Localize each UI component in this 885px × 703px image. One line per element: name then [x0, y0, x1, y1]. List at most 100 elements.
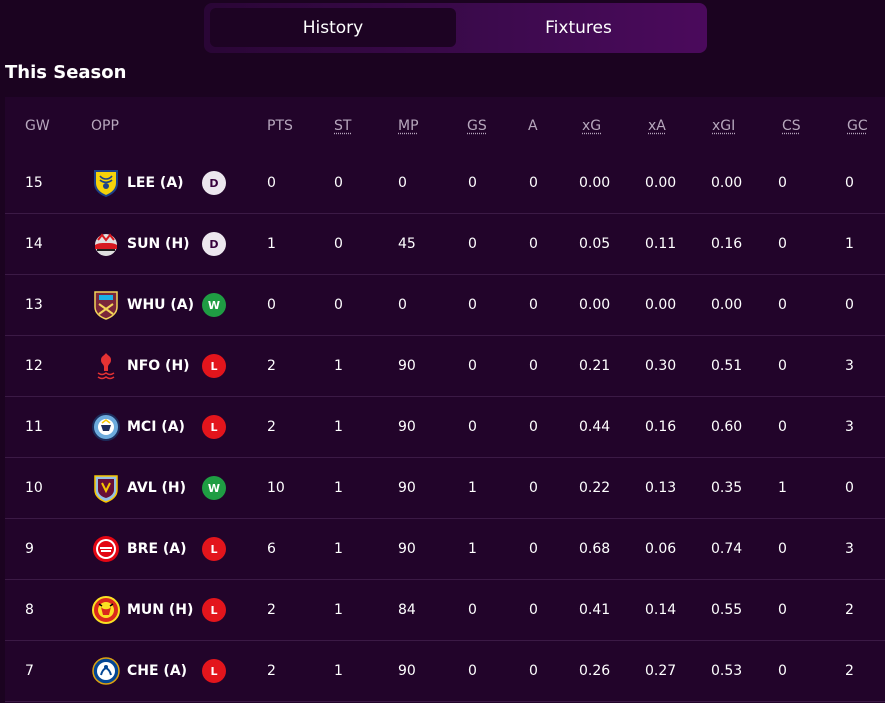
cell-gw: 7 [25, 663, 34, 679]
cell-gc: 3 [845, 358, 854, 374]
result-badge: D [202, 232, 226, 256]
cell-xgi: 0.74 [711, 541, 743, 557]
cell-gs: 0 [468, 236, 477, 252]
cell-a: 0 [529, 236, 538, 252]
cell-gc: 2 [845, 663, 854, 679]
cell-xg: 0.26 [579, 663, 611, 679]
table-row: 15 0 0 0 0 0 0.00 0.00 0.00 0 0 LEE (A) D [5, 153, 885, 214]
cell-pts: 1 [267, 236, 276, 252]
cell-a: 0 [529, 541, 538, 557]
cell-xa: 0.16 [645, 419, 677, 435]
opponent[interactable]: SUN (H) [91, 228, 190, 260]
cell-gw: 12 [25, 358, 43, 374]
result-badge: D [202, 171, 226, 195]
cell-a: 0 [529, 175, 538, 191]
cell-pts: 10 [267, 480, 285, 496]
cell-st: 1 [334, 541, 343, 557]
column-header-gw[interactable]: GW [25, 118, 50, 134]
table-row: 11 2 1 90 0 0 0.44 0.16 0.60 0 3 MCI (A) L [5, 397, 885, 458]
cell-gc: 0 [845, 175, 854, 191]
cell-gs: 0 [468, 602, 477, 618]
column-header-pts[interactable]: PTS [267, 118, 293, 134]
opponent[interactable]: BRE (A) [91, 533, 187, 565]
cell-a: 0 [529, 480, 538, 496]
opponent[interactable]: CHE (A) [91, 655, 187, 687]
cell-xgi: 0.53 [711, 663, 743, 679]
cell-st: 1 [334, 602, 343, 618]
cell-xg: 0.05 [579, 236, 611, 252]
cell-xg: 0.44 [579, 419, 611, 435]
cell-xg: 0.22 [579, 480, 611, 496]
table-row: 14 1 0 45 0 0 0.05 0.11 0.16 0 1 SUN (H) D [5, 214, 885, 275]
column-header-gs[interactable]: GS [467, 118, 487, 134]
cell-gc: 0 [845, 297, 854, 313]
cell-xg: 0.68 [579, 541, 611, 557]
cell-mp: 90 [398, 419, 416, 435]
opponent-label: BRE (A) [127, 541, 187, 557]
cell-cs: 1 [778, 480, 787, 496]
result-badge: L [202, 598, 226, 622]
column-header-xa[interactable]: xA [648, 118, 666, 134]
opponent[interactable]: MCI (A) [91, 411, 185, 443]
cell-a: 0 [529, 297, 538, 313]
cell-gs: 0 [468, 419, 477, 435]
table-row: 8 2 1 84 0 0 0.41 0.14 0.55 0 2 MUN (H) L [5, 580, 885, 641]
cell-mp: 0 [398, 297, 407, 313]
cell-gc: 1 [845, 236, 854, 252]
cell-a: 0 [529, 419, 538, 435]
cell-cs: 0 [778, 236, 787, 252]
cell-xa: 0.14 [645, 602, 677, 618]
column-header-a[interactable]: A [528, 118, 538, 134]
opponent[interactable]: MUN (H) [91, 594, 193, 626]
cell-gw: 11 [25, 419, 43, 435]
column-header-mp[interactable]: MP [398, 118, 419, 134]
opponent-label: AVL (H) [127, 480, 187, 496]
column-header-cs[interactable]: CS [782, 118, 801, 134]
cell-gs: 1 [468, 541, 477, 557]
history-table: GW OPP PTS ST MP GS A xG xA xGI CS GC 15… [5, 97, 885, 703]
cell-cs: 0 [778, 175, 787, 191]
cell-xgi: 0.00 [711, 175, 743, 191]
cell-mp: 45 [398, 236, 416, 252]
cell-cs: 0 [778, 541, 787, 557]
column-header-xgi[interactable]: xGI [712, 118, 736, 134]
cell-mp: 90 [398, 663, 416, 679]
opponent-label: WHU (A) [127, 297, 195, 313]
column-header-gc[interactable]: GC [847, 118, 868, 134]
column-header-xg[interactable]: xG [582, 118, 602, 134]
result-badge: W [202, 293, 226, 317]
cell-st: 1 [334, 419, 343, 435]
cell-xa: 0.06 [645, 541, 677, 557]
cell-gs: 0 [468, 175, 477, 191]
cell-xgi: 0.16 [711, 236, 743, 252]
cell-cs: 0 [778, 663, 787, 679]
opponent-label: MCI (A) [127, 419, 185, 435]
cell-xg: 0.00 [579, 297, 611, 313]
cell-gw: 13 [25, 297, 43, 313]
cell-gs: 1 [468, 480, 477, 496]
opponent[interactable]: AVL (H) [91, 472, 186, 504]
cell-st: 0 [334, 236, 343, 252]
cell-xa: 0.00 [645, 297, 677, 313]
column-header-opp[interactable]: OPP [91, 118, 119, 134]
cell-xg: 0.21 [579, 358, 611, 374]
opponent[interactable]: NFO (H) [91, 350, 190, 382]
cell-cs: 0 [778, 297, 787, 313]
column-header-st[interactable]: ST [334, 118, 352, 134]
table-row: 7 2 1 90 0 0 0.26 0.27 0.53 0 2 CHE (A) L [5, 641, 885, 702]
cell-st: 1 [334, 480, 343, 496]
cell-st: 1 [334, 358, 343, 374]
opponent[interactable]: WHU (A) [91, 289, 194, 321]
table-row: 13 0 0 0 0 0 0.00 0.00 0.00 0 0 WHU (A) W [5, 275, 885, 336]
nottm-forest-crest-icon [91, 351, 121, 381]
tab-fixtures[interactable]: Fixtures [545, 17, 612, 38]
tab-history[interactable]: History [210, 8, 456, 47]
table-row: 12 2 1 90 0 0 0.21 0.30 0.51 0 3 NFO (H) L [5, 336, 885, 397]
cell-st: 0 [334, 175, 343, 191]
opponent[interactable]: LEE (A) [91, 167, 184, 199]
table-header: GW OPP PTS ST MP GS A xG xA xGI CS GC [5, 97, 885, 153]
cell-pts: 6 [267, 541, 276, 557]
cell-gw: 15 [25, 175, 43, 191]
cell-xgi: 0.60 [711, 419, 743, 435]
